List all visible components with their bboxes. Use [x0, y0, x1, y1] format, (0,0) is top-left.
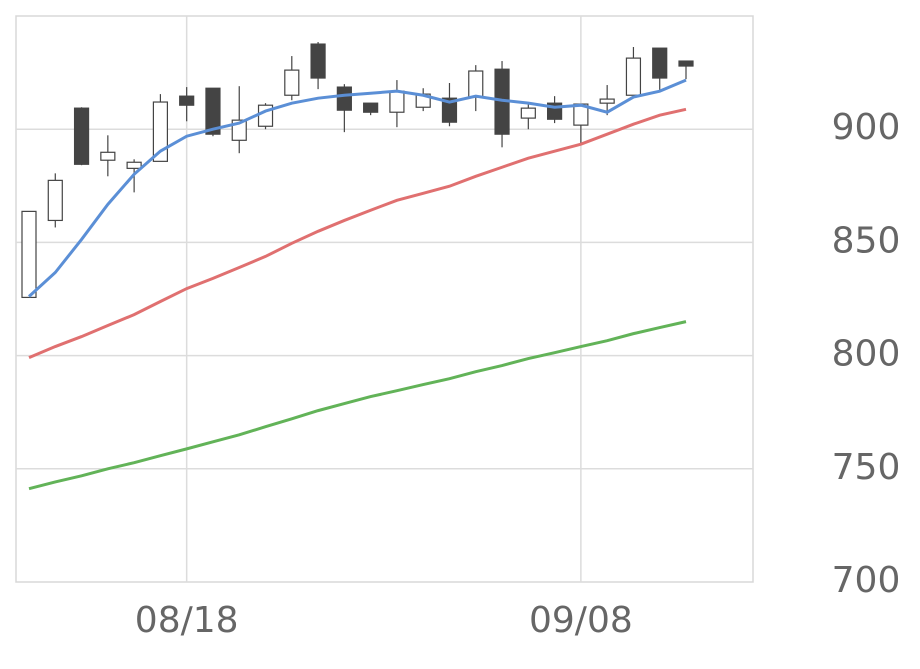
plot-frame	[15, 15, 754, 583]
candle-body	[179, 95, 195, 106]
x-tick-label: 09/08	[529, 600, 633, 641]
y-tick-label: 850	[832, 220, 901, 261]
candle-body	[625, 57, 642, 96]
y-tick-label: 700	[832, 560, 901, 601]
moving-average-line	[28, 320, 687, 491]
candle-body	[336, 86, 352, 111]
candle-body	[678, 60, 694, 67]
candle-body	[468, 70, 484, 98]
candle-body	[152, 101, 168, 162]
moving-average-line	[27, 78, 687, 298]
y-tick-label: 900	[832, 107, 901, 148]
candle-body	[389, 90, 405, 113]
candle-body	[652, 47, 668, 79]
candle-body	[599, 98, 615, 104]
candle-body	[126, 161, 142, 169]
y-tick-label: 750	[832, 447, 901, 488]
candle-body	[284, 69, 300, 96]
candle-body	[520, 107, 536, 119]
candle-body	[310, 43, 326, 79]
candle-body	[100, 151, 116, 161]
candle-body	[47, 179, 63, 222]
candle-body	[441, 97, 458, 123]
candle-body	[21, 210, 37, 299]
candle-body	[73, 107, 90, 165]
moving-average-line	[28, 107, 687, 360]
x-tick-label: 08/18	[135, 600, 239, 641]
candle-body	[205, 87, 221, 135]
y-tick-label: 800	[832, 334, 901, 375]
candle-body	[363, 102, 379, 113]
